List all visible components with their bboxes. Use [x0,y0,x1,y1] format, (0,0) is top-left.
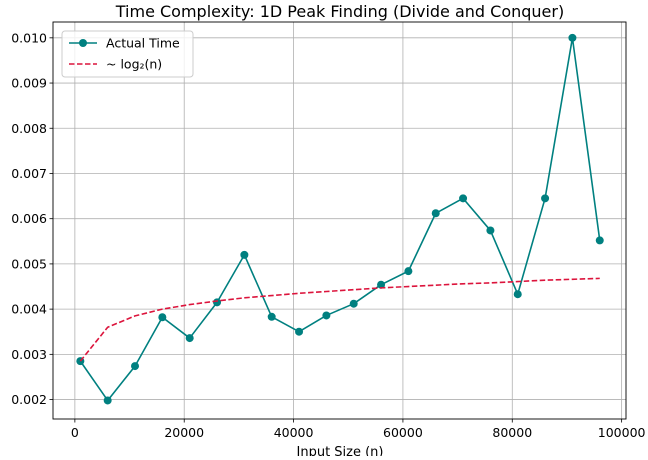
series-line-1 [79,277,600,362]
x-tick-label: 100000 [598,425,646,440]
y-tick-label: 0.007 [11,166,47,181]
data-point [513,290,522,299]
data-point [158,313,167,322]
data-point [541,194,550,203]
series-line-0 [79,37,601,402]
data-point [404,267,413,276]
data-point [595,236,604,245]
data-point [185,334,194,343]
series-layer [76,33,604,405]
legend: Actual Time ~ log₂(n) [61,30,194,78]
x-axis-label: Input Size (n) [297,445,384,456]
x-tick-label: 40000 [274,425,314,440]
legend-label-actual-time: Actual Time [106,36,180,51]
y-tick-label: 0.003 [11,347,47,362]
legend-label-log-n: ~ log₂(n) [106,57,162,72]
data-point [240,250,249,259]
y-tick-label: 0.005 [11,256,47,271]
data-point [131,362,140,371]
y-tick-label: 0.004 [11,302,47,317]
data-point [295,327,304,336]
chart-title: Time Complexity: 1D Peak Finding (Divide… [115,2,564,21]
y-tick-label: 0.002 [11,392,47,407]
data-point [568,33,577,42]
x-tick-label: 80000 [492,425,532,440]
ticks: 0 20000 40000 60000 80000 100000 0.002 0.003 0.0… [11,30,645,440]
plot-frame [52,21,627,420]
grid [53,22,626,419]
y-tick-label: 0.010 [11,30,47,45]
legend-marker-actual-time [79,39,87,47]
data-point [431,209,440,218]
y-tick-label: 0.009 [11,76,47,91]
x-tick-label: 20000 [164,425,204,440]
data-point [322,311,331,320]
data-point [267,312,276,321]
data-point [103,396,112,405]
y-tick-label: 0.008 [11,121,47,136]
data-point [486,226,495,235]
x-tick-label: 60000 [383,425,423,440]
x-tick-label: 0 [71,425,79,440]
data-point [459,194,468,203]
data-point [377,280,386,289]
data-point [213,298,222,307]
y-tick-label: 0.006 [11,211,47,226]
data-point [349,299,358,308]
